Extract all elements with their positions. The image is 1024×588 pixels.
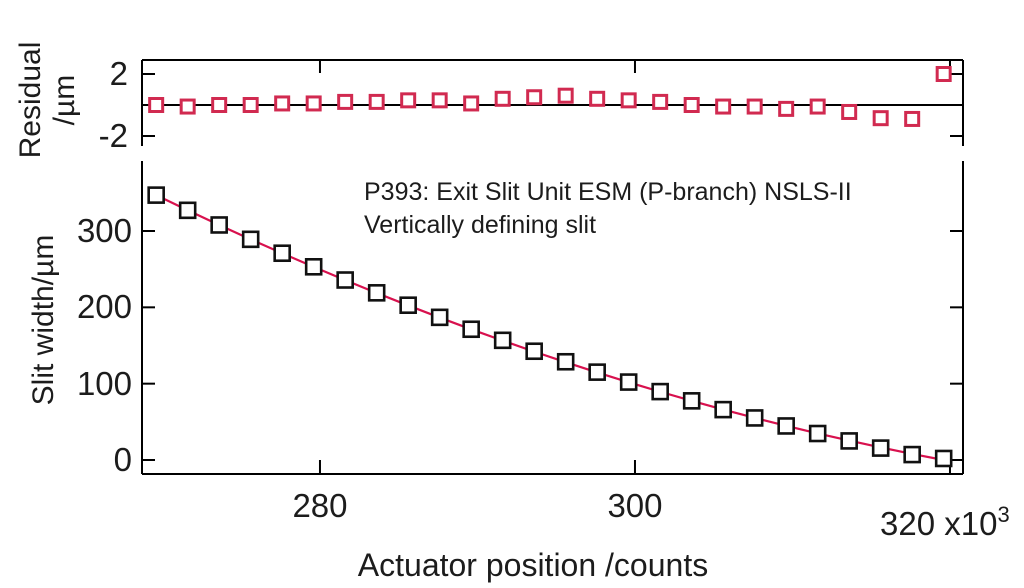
residual-y-tick-label: 2 bbox=[109, 55, 128, 92]
x-tick-label-320e3-exponent: 3 bbox=[997, 502, 1010, 527]
slit-width-data-point bbox=[808, 424, 827, 443]
slit-width-data-point bbox=[745, 409, 764, 427]
residual-data-point bbox=[431, 92, 448, 109]
plot-title-line2: Vertically defining slit bbox=[364, 211, 597, 239]
slit-width-data-point bbox=[399, 296, 417, 314]
x-tick-label-320e3-base: 320 x10 bbox=[880, 505, 998, 542]
residual-data-point bbox=[904, 110, 921, 127]
residual-data-point bbox=[746, 98, 763, 115]
residual-data-point bbox=[935, 66, 952, 82]
slit-width-data-point bbox=[651, 382, 669, 401]
residual-data-point bbox=[589, 90, 606, 107]
plot-title-line1: P393: Exit Slit Unit ESM (P-branch) NSLS… bbox=[364, 178, 852, 206]
x-tick-label: 280 bbox=[292, 487, 348, 524]
slit-width-data-point bbox=[714, 400, 732, 419]
slit-width-data-point bbox=[934, 449, 953, 468]
slit-width-data-point bbox=[241, 230, 260, 249]
residual-data-point bbox=[368, 93, 385, 110]
residual-data-point bbox=[463, 95, 480, 112]
residual-data-point bbox=[494, 90, 511, 107]
slit-width-data-point bbox=[556, 352, 575, 371]
residual-data-point bbox=[809, 98, 826, 115]
residual-data-point bbox=[242, 97, 259, 113]
residual-data-point bbox=[526, 89, 543, 106]
slit-width-data-point bbox=[682, 392, 701, 410]
residual-data-point bbox=[148, 97, 165, 113]
main-y-tick-label: 200 bbox=[76, 288, 132, 326]
x-axis-label: Actuator position /counts bbox=[357, 547, 709, 583]
slit-width-data-point bbox=[147, 186, 165, 204]
main-y-tick-label: 100 bbox=[76, 364, 132, 402]
residual-data-point bbox=[715, 98, 732, 115]
residual-data-point bbox=[337, 93, 354, 110]
slit-width-data-point bbox=[273, 244, 291, 263]
main-y-tick-label: 300 bbox=[76, 212, 132, 249]
residual-y-axis-label-line1: Residual bbox=[14, 41, 47, 159]
residual-data-point bbox=[652, 93, 669, 110]
slit-width-data-point bbox=[619, 373, 638, 391]
slit-width-data-point bbox=[304, 258, 323, 276]
slit-width-data-point bbox=[430, 308, 449, 327]
residual-data-point bbox=[179, 98, 196, 115]
slit-width-data-point bbox=[367, 284, 386, 302]
residual-data-point bbox=[872, 110, 889, 127]
slit-width-data-point bbox=[903, 445, 921, 464]
slit-width-data-point bbox=[462, 320, 480, 339]
residual-y-tick-label: -2 bbox=[98, 117, 128, 154]
slit-width-data-point bbox=[210, 216, 228, 234]
slit-width-data-point bbox=[178, 201, 197, 220]
slit-width-data-point bbox=[336, 271, 354, 289]
x-tick-label: 300 bbox=[607, 487, 663, 524]
slit-width-data-point bbox=[777, 417, 795, 435]
residual-data-point bbox=[274, 95, 291, 112]
slit-width-data-point bbox=[871, 439, 890, 457]
residual-data-point bbox=[683, 97, 700, 113]
residual-data-point bbox=[305, 95, 322, 112]
residual-data-point bbox=[557, 87, 574, 104]
slit-width-data-point bbox=[525, 342, 543, 361]
residual-y-axis-label: Residual /µm bbox=[14, 25, 82, 175]
slit-width-data-point bbox=[588, 363, 606, 381]
slit-width-data-point bbox=[493, 331, 512, 350]
plot-title: P393: Exit Slit Unit ESM (P-branch) NSLS… bbox=[364, 176, 852, 242]
main-y-tick-label: 0 bbox=[113, 441, 132, 478]
residual-data-point bbox=[620, 92, 637, 109]
x-tick-label-320e3: 320 x103 bbox=[880, 498, 1010, 540]
residual-data-point bbox=[841, 103, 858, 120]
residual-data-point bbox=[211, 97, 228, 113]
residual-y-axis-label-line2: /µm bbox=[48, 74, 81, 126]
residual-data-point bbox=[400, 92, 417, 109]
residual-data-point bbox=[778, 100, 795, 117]
slit-width-data-point bbox=[840, 432, 858, 450]
